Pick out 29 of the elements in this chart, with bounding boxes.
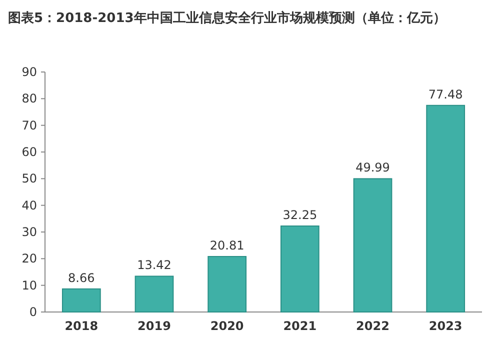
y-tick-label: 60	[22, 145, 37, 159]
bar	[426, 104, 466, 312]
data-label: 20.81	[210, 238, 244, 253]
x-tick-label: 2023	[428, 319, 462, 333]
y-tick-label: 70	[22, 118, 37, 132]
y-tick-label: 10	[22, 278, 37, 292]
data-label: 32.25	[282, 208, 318, 222]
x-tick-label: 2020	[210, 319, 244, 333]
y-tick-label: 40	[22, 198, 37, 212]
bar	[353, 178, 392, 312]
bar	[208, 256, 247, 312]
data-label: 49.99	[356, 160, 390, 175]
bar	[280, 226, 320, 312]
data-label: 77.48	[428, 87, 463, 102]
y-tick-label: 30	[22, 225, 37, 239]
y-tick-label: 80	[22, 92, 37, 106]
data-label: 8.66	[68, 270, 95, 285]
y-tick-label: 90	[22, 65, 37, 79]
y-tick-label: 20	[22, 252, 37, 266]
y-tick-label: 0	[29, 305, 37, 319]
x-tick-label: 2019	[138, 319, 171, 333]
data-label: 13.42	[137, 258, 172, 272]
bar	[134, 276, 174, 312]
bar	[62, 288, 101, 312]
x-tick-label: 2018	[64, 319, 98, 333]
y-tick-label: 50	[22, 172, 37, 186]
title: 图表5：2018-2013年中国工业信息安全行业市场规模预测（单位：亿元）	[8, 11, 446, 26]
x-tick-label: 2022	[356, 319, 390, 333]
x-tick-label: 2021	[283, 319, 317, 333]
